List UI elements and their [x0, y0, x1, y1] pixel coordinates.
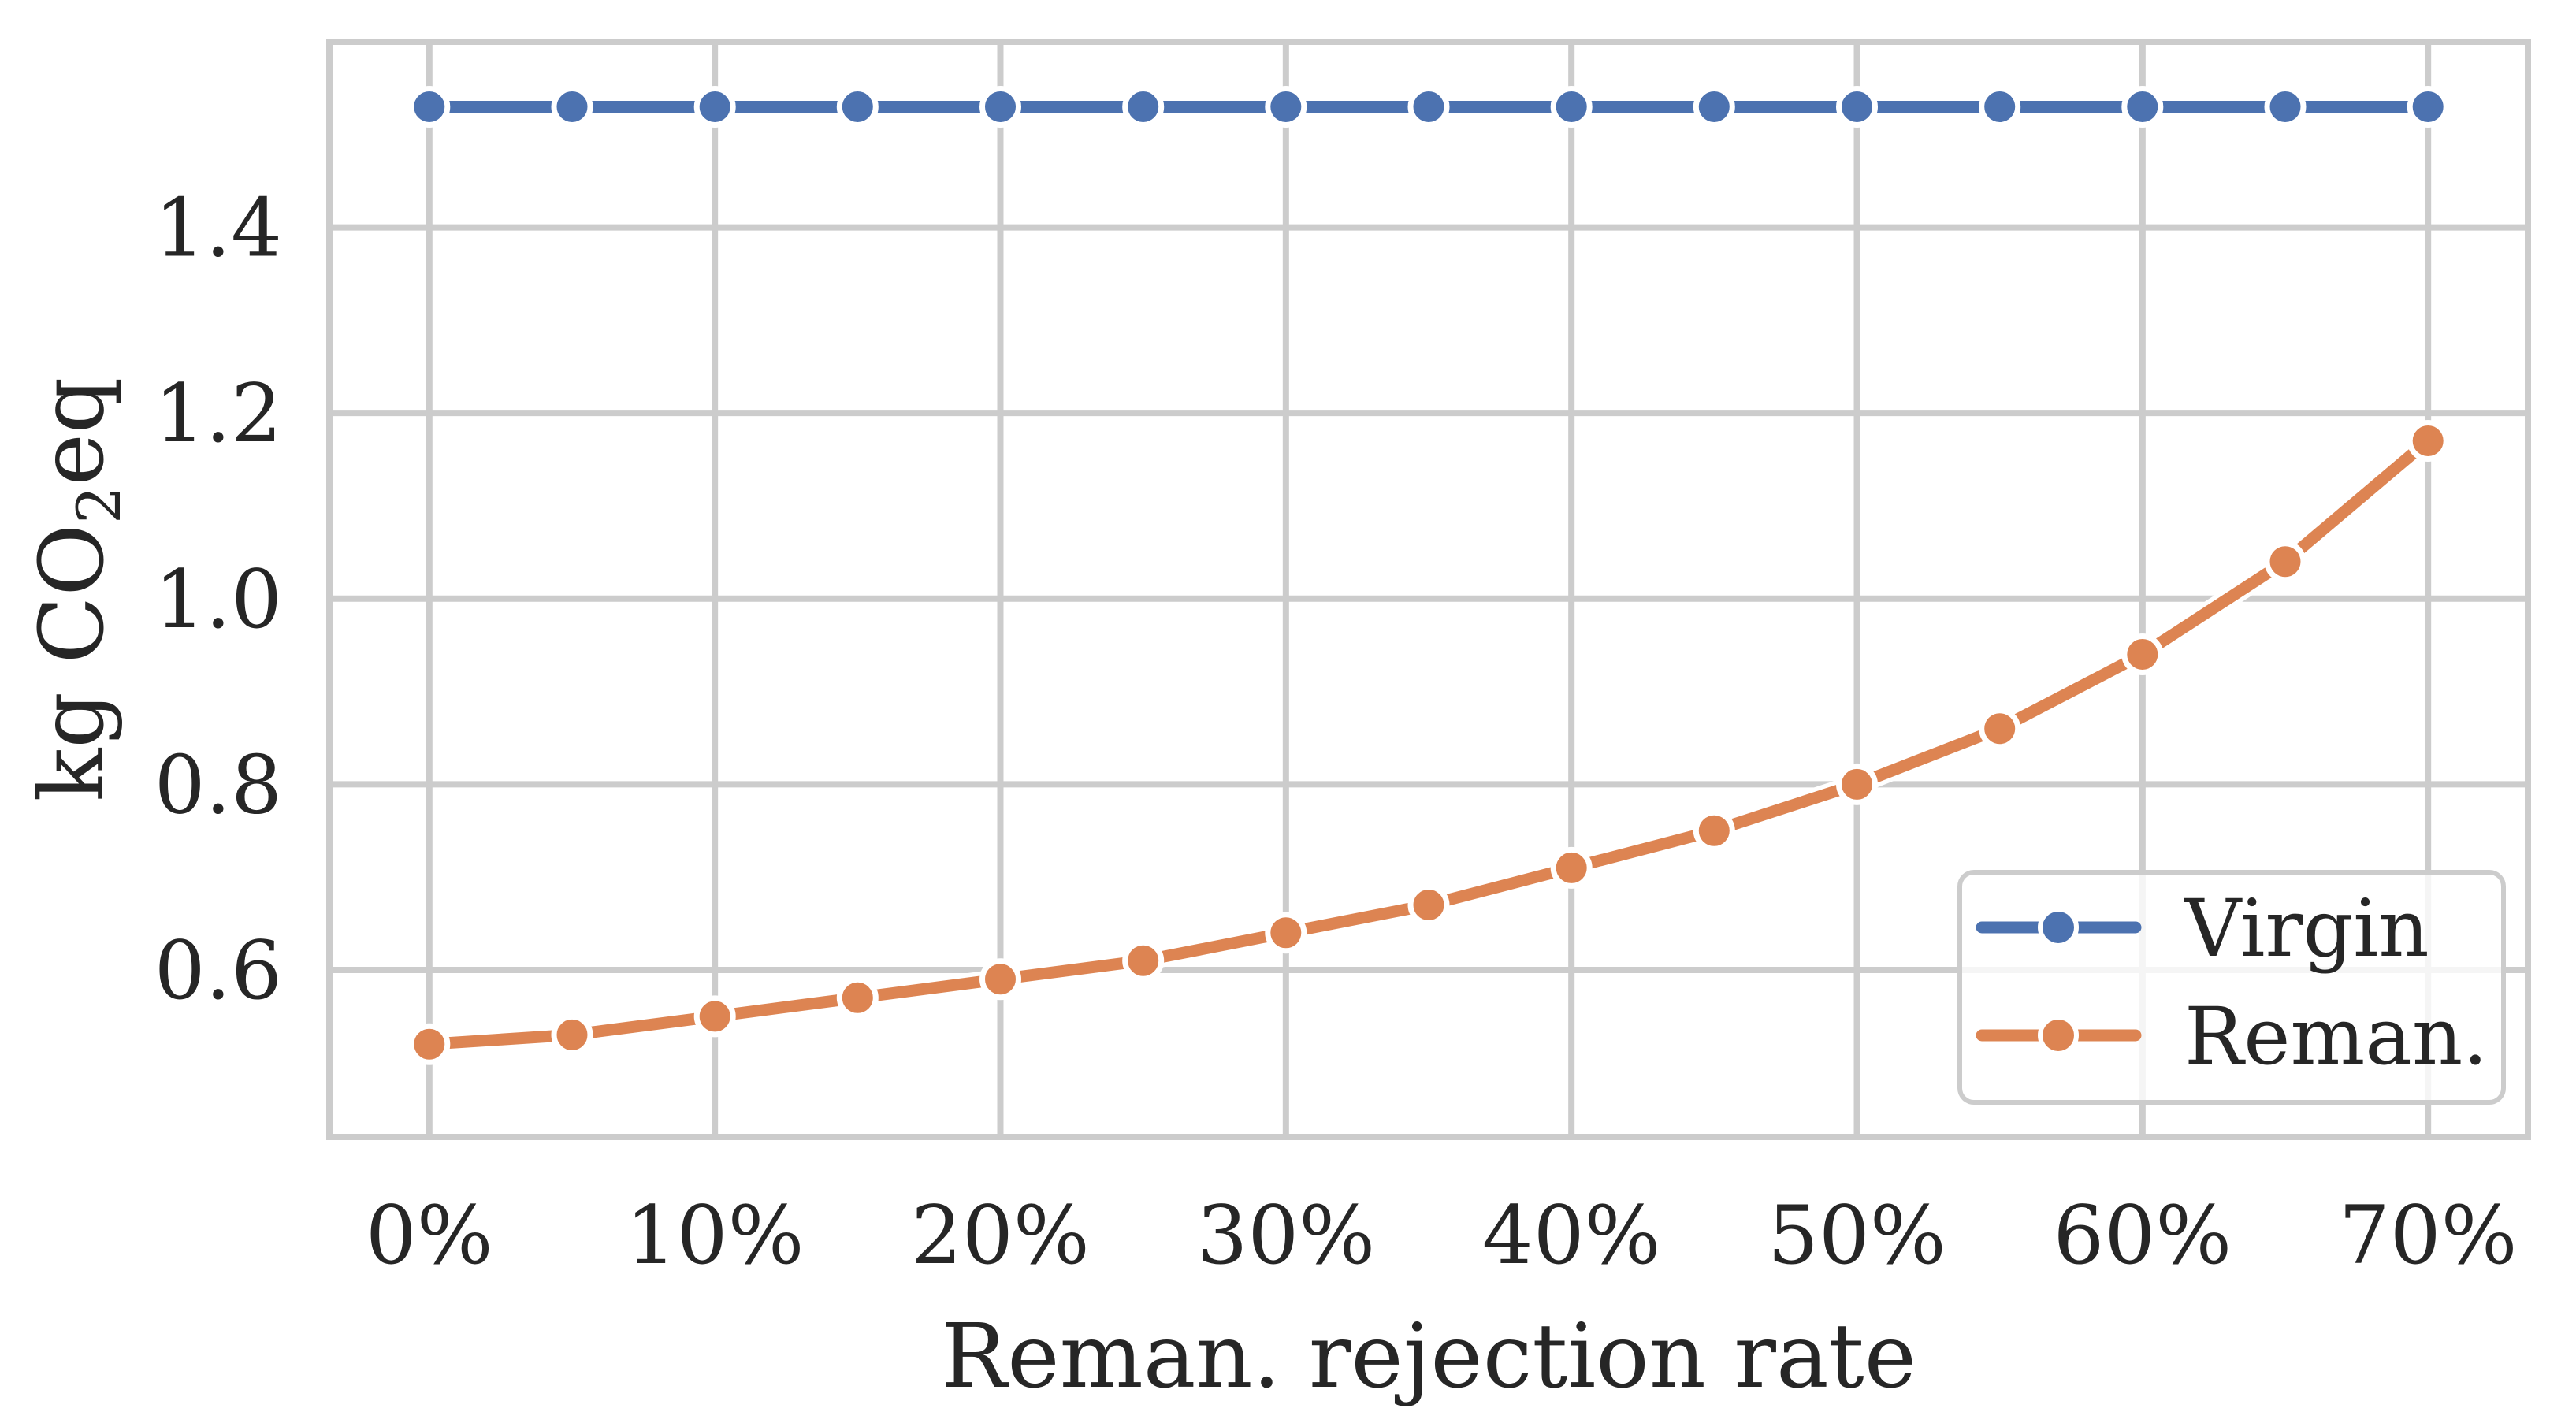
- data-point-virgin-55pct: [1979, 86, 2021, 128]
- legend-entry-virgin: Virgin: [1976, 882, 2429, 975]
- x-tick-label-30%: 30%: [1196, 1189, 1375, 1283]
- data-point-reman-0pct: [408, 1023, 451, 1065]
- x-tick-labels: 0% 10% 20% 30% 40% 50% 60% 70%: [366, 1189, 2518, 1283]
- x-tick-label-60%: 60%: [2053, 1189, 2232, 1283]
- data-point-reman-20pct: [979, 958, 1021, 1001]
- data-point-reman-70pct: [2407, 420, 2449, 462]
- y-axis-label-subscript: 2: [64, 485, 134, 523]
- x-tick-label-20%: 20%: [911, 1189, 1090, 1283]
- series-layer: [408, 86, 2449, 1065]
- data-point-virgin-65pct: [2264, 86, 2307, 128]
- y-tick-label-0.6: 0.6: [154, 924, 282, 1018]
- legend: Virgin Reman.: [1957, 870, 2506, 1105]
- data-point-virgin-45pct: [1693, 86, 1735, 128]
- y-axis-label-pre: kg CO: [21, 524, 124, 802]
- legend-marker-reman: [2038, 1015, 2079, 1056]
- data-point-reman-50pct: [1836, 763, 1878, 805]
- legend-marker-virgin: [2038, 907, 2079, 948]
- data-point-reman-35pct: [1407, 884, 1450, 926]
- data-point-reman-25pct: [1122, 939, 1165, 982]
- x-tick-label-40%: 40%: [1482, 1189, 1661, 1283]
- y-tick-label-1.0: 1.0: [154, 553, 282, 647]
- x-axis-label: Reman. rejection rate: [941, 1306, 1916, 1408]
- x-tick-label-10%: 10%: [626, 1189, 805, 1283]
- x-tick-label-0%: 0%: [366, 1189, 493, 1283]
- y-tick-label-1.2: 1.2: [154, 367, 282, 461]
- x-tick-label-50%: 50%: [1768, 1189, 1946, 1283]
- data-point-reman-45pct: [1693, 809, 1735, 852]
- data-point-reman-60pct: [2121, 633, 2164, 675]
- data-point-virgin-20pct: [979, 86, 1021, 128]
- data-point-reman-10pct: [693, 995, 736, 1038]
- data-point-virgin-30pct: [1265, 86, 1307, 128]
- data-point-reman-65pct: [2264, 541, 2307, 583]
- legend-label-virgin: Virgin: [2184, 882, 2429, 975]
- legend-entry-reman: Reman.: [1976, 990, 2488, 1083]
- data-point-virgin-25pct: [1122, 86, 1165, 128]
- y-tick-label-0.8: 0.8: [154, 738, 282, 832]
- data-point-virgin-70pct: [2407, 86, 2449, 128]
- x-tick-label-70%: 70%: [2339, 1189, 2518, 1283]
- y-tick-labels: 0.6 0.8 1.0 1.2 1.4: [154, 182, 282, 1018]
- data-point-virgin-15pct: [836, 86, 879, 128]
- y-tick-label-1.4: 1.4: [154, 182, 282, 276]
- y-axis-label-post: eq: [21, 377, 124, 485]
- series-reman: [408, 420, 2449, 1065]
- data-point-virgin-0pct: [408, 86, 451, 128]
- data-point-reman-5pct: [551, 1013, 593, 1056]
- data-point-reman-30pct: [1265, 912, 1307, 954]
- plot-border: [326, 39, 2531, 1140]
- data-point-reman-15pct: [836, 976, 879, 1019]
- data-point-virgin-60pct: [2121, 86, 2164, 128]
- data-point-virgin-5pct: [551, 86, 593, 128]
- y-axis-label: kg CO2eq: [21, 377, 134, 801]
- series-virgin: [408, 86, 2449, 128]
- data-point-reman-55pct: [1979, 708, 2021, 750]
- data-point-reman-40pct: [1550, 846, 1593, 889]
- data-point-virgin-10pct: [693, 86, 736, 128]
- data-point-virgin-40pct: [1550, 86, 1593, 128]
- data-point-virgin-35pct: [1407, 86, 1450, 128]
- legend-label-reman: Reman.: [2184, 990, 2488, 1083]
- data-point-virgin-50pct: [1836, 86, 1878, 128]
